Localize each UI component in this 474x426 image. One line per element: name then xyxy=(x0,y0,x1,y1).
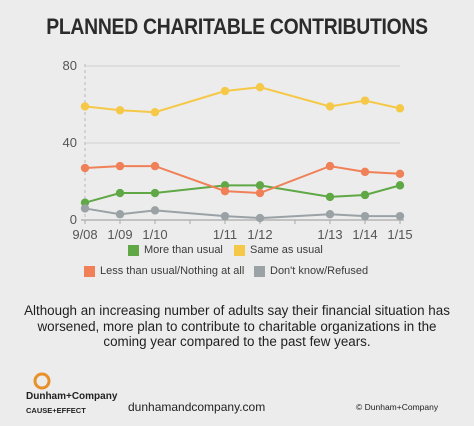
x-tick-label: 1/09 xyxy=(107,227,132,242)
data-point xyxy=(325,161,335,171)
data-point xyxy=(255,181,265,190)
data-point xyxy=(395,181,405,190)
data-point xyxy=(150,108,160,117)
series-line-2 xyxy=(84,86,401,114)
x-tick-label: 1/14 xyxy=(352,227,377,242)
legend-item-more-than-usual: More than usual xyxy=(128,244,223,256)
logo-text: Dunham+Company xyxy=(26,391,118,402)
legend-swatch xyxy=(128,244,139,256)
legend-label: More than usual xyxy=(144,244,223,256)
series-line-1 xyxy=(84,184,401,204)
data-point xyxy=(80,198,90,207)
caption: Although an increasing number of adults … xyxy=(24,303,450,349)
data-point xyxy=(80,204,90,213)
x-tick-label: 1/11 xyxy=(213,227,237,242)
data-point xyxy=(115,106,125,115)
chart-title: PLANNED CHARITABLE CONTRIBUTIONS xyxy=(46,14,428,39)
x-tick-label: 1/12 xyxy=(247,227,272,242)
data-point xyxy=(220,211,230,221)
line-chart: 0 40 80 9/08 1/09 1/10 1/11 1/12 1/13 1/14 1/15 xyxy=(63,58,413,242)
data-point xyxy=(115,210,125,219)
legend-swatch xyxy=(254,265,265,277)
legend-label: Don't know/Refused xyxy=(270,265,369,277)
data-point xyxy=(255,213,265,223)
data-point xyxy=(255,82,265,92)
logo-tagline: CAUSE+EFFECT xyxy=(26,406,86,415)
data-point xyxy=(325,192,335,202)
logo-mark-icon xyxy=(33,372,51,390)
data-point xyxy=(80,163,90,173)
legend-label: Less than usual/Nothing at all xyxy=(100,265,245,277)
y-tick-label: 40 xyxy=(63,135,77,150)
x-tick-label: 1/15 xyxy=(387,227,412,242)
x-tick-label: 1/10 xyxy=(142,227,167,242)
legend-item-dont-know: Don't know/Refused xyxy=(254,265,368,277)
y-tick-label: 0 xyxy=(70,212,77,227)
data-point xyxy=(150,188,160,198)
data-point xyxy=(360,211,370,221)
data-point xyxy=(115,161,125,171)
legend-item-less-than-usual: Less than usual/Nothing at all xyxy=(84,265,244,277)
legend-swatch xyxy=(84,265,95,277)
data-point xyxy=(115,188,125,198)
company-logo: Dunham+Company CAUSE+EFFECT xyxy=(26,372,118,415)
series-line-3 xyxy=(84,165,401,195)
x-tick-label: 1/13 xyxy=(317,227,342,242)
y-tick-label: 80 xyxy=(63,58,77,73)
data-point xyxy=(220,181,230,190)
x-tick-label: 9/08 xyxy=(72,227,97,242)
legend-swatch xyxy=(234,244,245,256)
copyright-text: © Dunham+Company xyxy=(356,402,439,412)
data-point xyxy=(360,96,370,105)
website-link[interactable]: dunhamandcompany.com xyxy=(128,400,266,414)
legend-item-same-as-usual: Same as usual xyxy=(234,244,323,256)
legend-label: Same as usual xyxy=(250,244,323,256)
data-point xyxy=(395,169,405,178)
data-point xyxy=(395,104,405,113)
data-point xyxy=(325,102,335,111)
data-point xyxy=(220,186,230,196)
data-point xyxy=(255,188,265,198)
data-point xyxy=(80,102,90,111)
data-point xyxy=(395,211,405,221)
data-point xyxy=(360,167,370,177)
data-point xyxy=(325,210,335,219)
data-point xyxy=(150,161,160,171)
data-point xyxy=(150,206,160,215)
data-point xyxy=(220,86,230,96)
series-line-4 xyxy=(84,207,400,220)
data-point xyxy=(360,190,370,200)
